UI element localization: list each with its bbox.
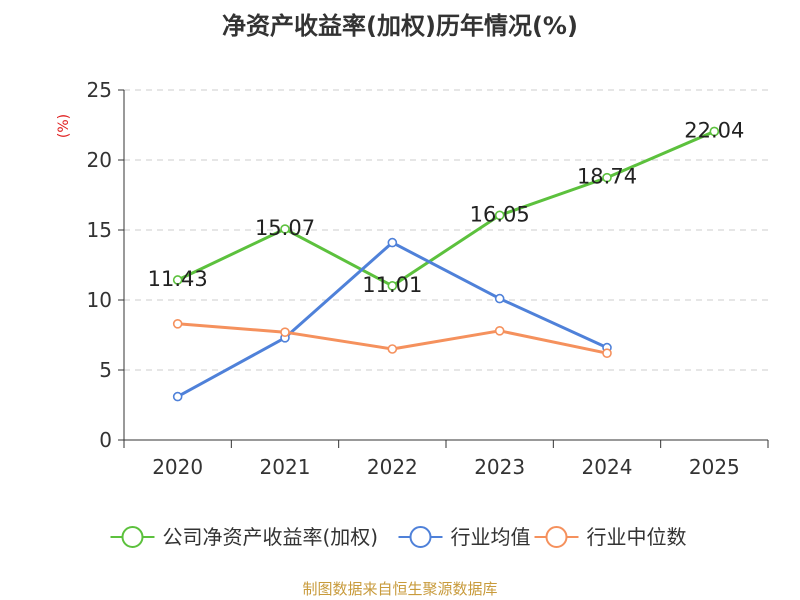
x-tick-label: 2025 xyxy=(689,455,740,479)
x-tick-label: 2024 xyxy=(582,455,633,479)
x-tick-label: 2022 xyxy=(367,455,418,479)
series-line xyxy=(176,241,608,398)
x-tick-label: 2021 xyxy=(260,455,311,479)
legend-marker xyxy=(121,526,144,548)
data-point xyxy=(387,237,398,248)
data-point xyxy=(709,126,720,137)
data-point xyxy=(494,325,505,336)
data-label: 15.07 xyxy=(255,216,315,240)
data-point xyxy=(494,210,505,221)
series-line xyxy=(177,130,715,288)
data-label: 11.01 xyxy=(362,273,422,297)
y-tick-label: 5 xyxy=(99,358,112,382)
data-label: 22.04 xyxy=(684,118,744,142)
legend: 公司净资产收益率(加权) 行业均值 行业中位数 xyxy=(110,525,687,549)
x-tick-label: 2020 xyxy=(152,455,203,479)
legend-marker xyxy=(409,526,432,548)
legend-marker xyxy=(545,526,568,548)
data-point xyxy=(172,318,183,329)
data-point xyxy=(602,348,612,359)
data-point xyxy=(172,275,183,285)
data-label: 18.74 xyxy=(577,165,637,189)
series-lines xyxy=(172,126,720,402)
data-labels: 11.43 15.07 11.01 16.05 18.74 22.04 xyxy=(148,118,745,296)
y-tick-label: 25 xyxy=(87,78,112,102)
y-axis-label: (%) xyxy=(56,114,72,138)
grid-lines xyxy=(124,89,768,371)
chart-title: 净资产收益率(加权)历年情况(%) xyxy=(222,12,578,40)
data-label: 16.05 xyxy=(470,202,530,226)
data-point xyxy=(602,172,612,183)
data-point xyxy=(172,391,183,402)
y-tick-label: 15 xyxy=(87,218,112,242)
y-tick-label: 0 xyxy=(99,428,112,452)
data-point xyxy=(280,327,290,338)
legend-label: 行业中位数 xyxy=(587,525,687,549)
legend-label: 公司净资产收益率(加权) xyxy=(163,525,379,549)
data-point xyxy=(387,344,398,354)
legend-label: 行业均值 xyxy=(451,525,531,549)
y-tick-label: 20 xyxy=(87,148,112,172)
data-point xyxy=(387,281,398,291)
data-label: 11.43 xyxy=(148,267,208,291)
data-point xyxy=(280,224,290,234)
y-tick-label: 10 xyxy=(87,288,112,312)
data-point xyxy=(494,293,505,304)
source-note: 制图数据来自恒生聚源数据库 xyxy=(302,580,498,598)
x-tick-label: 2023 xyxy=(474,455,525,479)
